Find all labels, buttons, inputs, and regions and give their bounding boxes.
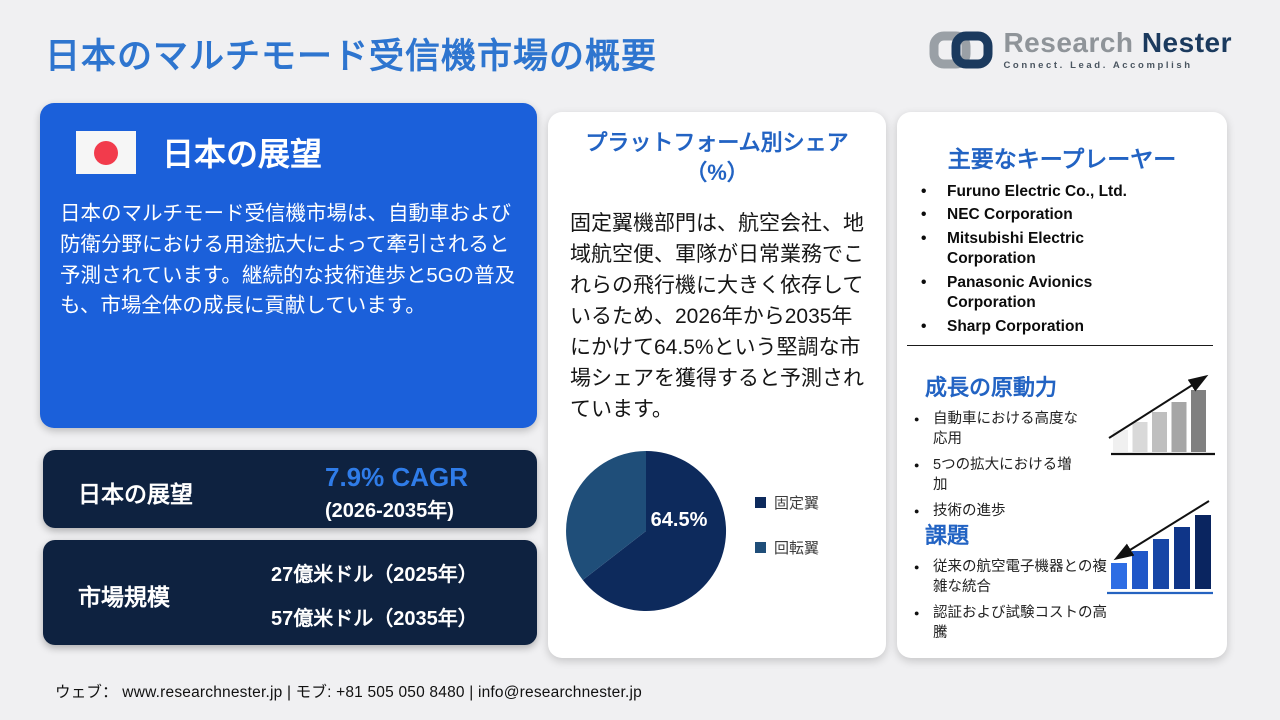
- challenges-list: 従来の航空電子機器との複雑な統合 認証および試験コストの高騰: [911, 558, 1107, 650]
- legend-row-rotary-wing: 回転翼: [755, 537, 819, 558]
- legend-swatch-rotary-wing: [755, 542, 766, 553]
- key-player-item: Furuno Electric Co., Ltd.: [915, 182, 1167, 203]
- challenge-item: 認証および試験コストの高騰: [911, 604, 1107, 643]
- cagr-stat-card: 日本の展望 7.9% CAGR (2026-2035年): [43, 450, 537, 528]
- japan-flag-icon: [76, 131, 136, 174]
- outlook-body-text: 日本のマルチモード受信機市場は、自動車および防衛分野における用途拡大によって牽引…: [60, 202, 516, 318]
- growth-driver-item: 自動車における高度な応用: [911, 410, 1083, 449]
- platform-share-pie-chart: 64.5%: [566, 451, 727, 611]
- market-size-label: 市場規模: [78, 584, 170, 610]
- logo-word-research: Research: [1003, 27, 1134, 59]
- growth-driver-item: 5つの拡大における増加: [911, 456, 1083, 495]
- japan-outlook-card: 日本の展望 日本のマルチモード受信機市場は、自動車および防衛分野における用途拡大…: [40, 103, 537, 428]
- challenges-title: 課題: [925, 523, 970, 548]
- growth-drivers-list: 自動車における高度な応用 5つの拡大における増加 技術の進歩: [911, 410, 1083, 529]
- pie-slice-fixed-wing: [582, 451, 727, 611]
- cagr-period: (2026-2035年): [325, 500, 454, 522]
- chain-links-icon: [929, 31, 993, 69]
- pie-slice-rotary-wing: [566, 451, 646, 580]
- japan-flag-sun: [94, 140, 118, 165]
- platform-share-title: プラットフォーム別シェア （%）: [585, 130, 849, 185]
- contact-footer: ウェブ： www.researchnester.jp | モブ: +81 505…: [55, 684, 642, 701]
- platform-share-card: プラットフォーム別シェア （%） 固定翼機部門は、航空会社、地域航空便、軍隊が日…: [548, 112, 886, 658]
- logo-word-nester: Nester: [1141, 27, 1232, 59]
- market-size-2025: 27億米ドル（2025年）: [271, 564, 478, 586]
- key-players-list: Furuno Electric Co., Ltd. NEC Corporatio…: [915, 182, 1167, 340]
- cagr-value: 7.9% CAGR: [325, 462, 469, 492]
- cagr-value-block: 7.9% CAGR (2026-2035年): [325, 462, 468, 523]
- section-divider: [907, 345, 1213, 346]
- key-players-card: 主要なキープレーヤー Furuno Electric Co., Ltd. NEC…: [897, 112, 1227, 658]
- challenges-bar-chart-icon: [1107, 500, 1213, 595]
- legend-swatch-fixed-wing: [755, 497, 766, 508]
- key-players-title: 主要なキープレーヤー: [947, 146, 1177, 172]
- market-size-2035: 57億米ドル（2035年）: [271, 608, 478, 630]
- key-player-item: Sharp Corporation: [915, 317, 1167, 338]
- growth-driver-item: 技術の進歩: [911, 502, 1083, 522]
- growth-drivers-title: 成長の原動力: [925, 375, 1058, 400]
- legend-label-fixed-wing: 固定翼: [774, 495, 820, 512]
- key-player-item: Mitsubishi Electric Corporation: [915, 229, 1167, 270]
- cagr-card-label: 日本の展望: [78, 481, 193, 507]
- legend-row-fixed-wing: 固定翼: [755, 492, 819, 513]
- market-size-values: 27億米ドル（2025年） 57億米ドル（2035年）: [271, 558, 478, 631]
- growth-bar-chart-icon: [1108, 374, 1215, 456]
- market-size-card: 市場規模 27億米ドル（2025年） 57億米ドル（2035年）: [43, 540, 537, 645]
- page-title: 日本のマルチモード受信機市場の概要: [45, 37, 658, 76]
- research-nester-logo: Research Nester Connect. Lead. Accomplis…: [929, 26, 1232, 74]
- logo-name: Research Nester: [1003, 29, 1232, 57]
- logo-tagline: Connect. Lead. Accomplish: [1003, 60, 1193, 72]
- pie-legend: 固定翼 回転翼: [755, 492, 819, 582]
- outlook-heading: 日本の展望: [162, 136, 323, 172]
- challenge-item: 従来の航空電子機器との複雑な統合: [911, 558, 1107, 597]
- platform-share-body: 固定翼機部門は、航空会社、地域航空便、軍隊が日常業務でこれらの飛行機に大きく依存…: [570, 212, 864, 421]
- logo-text: Research Nester Connect. Lead. Accomplis…: [1003, 29, 1232, 71]
- key-player-item: NEC Corporation: [915, 205, 1167, 226]
- pie-data-label: 64.5%: [651, 509, 708, 531]
- legend-label-rotary-wing: 回転翼: [774, 540, 820, 557]
- key-player-item: Panasonic Avionics Corporation: [915, 273, 1167, 314]
